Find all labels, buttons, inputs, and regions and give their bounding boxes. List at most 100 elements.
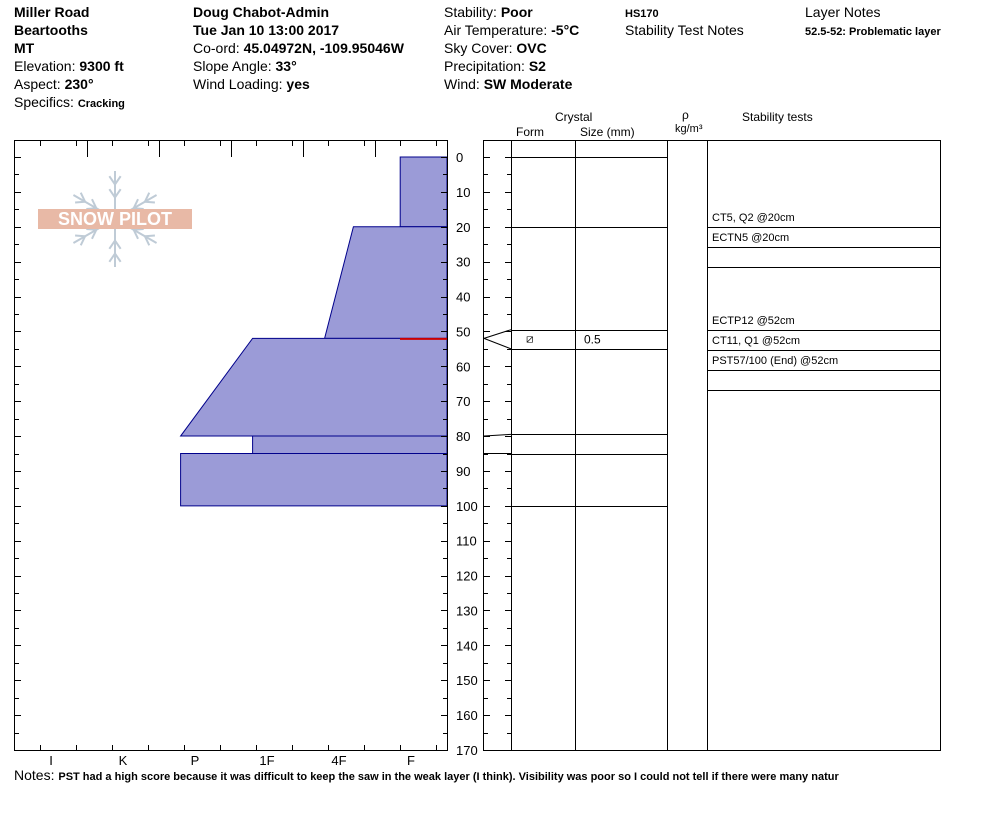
specifics-label: Specifics:	[14, 94, 78, 110]
snowflake-branch	[144, 192, 151, 203]
depth-label: 140	[456, 638, 478, 653]
stability-test: CT5, Q2 @20cm	[712, 212, 795, 224]
elevation-label: Elevation:	[14, 58, 80, 74]
hardness-label: I	[49, 753, 53, 768]
boundary-connector	[483, 337, 512, 350]
hardness-label: 1F	[259, 753, 274, 768]
boundary-connector	[483, 329, 512, 339]
hardness-layer	[179, 337, 448, 437]
snowpilot-logo: SNOW PILOT	[38, 171, 192, 267]
slope-angle: Slope Angle: 33°	[193, 57, 297, 75]
stability-test: PST57/100 (End) @52cm	[712, 355, 838, 367]
layer-notes-title: Layer Notes	[805, 4, 881, 20]
snowflake-branch	[86, 228, 97, 231]
stability-value: Poor	[500, 4, 533, 20]
snowflake-branch	[144, 200, 155, 204]
boundary-connector	[483, 433, 512, 437]
depth-label: 40	[456, 290, 470, 305]
slope-value: 33°	[275, 58, 297, 74]
depth-label: 90	[456, 464, 470, 479]
wind-label: Wind:	[444, 76, 484, 92]
observer: Doug Chabot-Admin	[193, 4, 330, 20]
snowflake-branch	[114, 240, 122, 250]
sky-value: OVC	[516, 40, 547, 56]
depth-label: 60	[456, 359, 470, 374]
depth-label: 100	[456, 499, 478, 514]
aspect: Aspect: 230°	[14, 75, 94, 93]
specifics-value: Cracking	[77, 98, 125, 110]
depth-label: 80	[456, 429, 470, 444]
depth-label: 160	[456, 708, 478, 723]
precip-label: Precipitation:	[444, 58, 529, 74]
crystal-size: 0.5	[584, 332, 601, 346]
snowflake-branch	[79, 235, 86, 246]
air-temp-label: Air Temperature:	[444, 22, 552, 38]
stability: Stability: Poor	[444, 3, 533, 21]
stability-label: Stability:	[444, 4, 501, 20]
stability-test: CT11, Q1 @52cm	[712, 335, 800, 347]
depth-label: 70	[456, 394, 470, 409]
snowflake-branch	[144, 235, 151, 246]
density-symbol: ρ	[682, 108, 689, 122]
stability-test: ECTP12 @52cm	[712, 315, 795, 327]
depth-label: 120	[456, 569, 478, 584]
wind-loading-value: yes	[286, 76, 310, 92]
notes-text: PST had a high score because it was diff…	[58, 771, 839, 783]
hardness-label: F	[407, 753, 415, 768]
snowflake-branch	[133, 207, 144, 210]
depth-label: 130	[456, 603, 478, 618]
location-name: Miller Road	[14, 4, 90, 20]
elevation-value: 9300 ft	[79, 58, 124, 74]
hardness-label: 4F	[331, 753, 346, 768]
form-header: Form	[516, 125, 544, 139]
depth-label: 110	[456, 534, 477, 549]
notes-label: Notes:	[14, 767, 55, 783]
stability-tests-header: Stability tests	[742, 110, 813, 124]
coord-label: Co-ord:	[193, 40, 244, 56]
hardness-frame	[14, 140, 448, 751]
elevation: Elevation: 9300 ft	[14, 57, 124, 75]
sky-label: Sky Cover:	[444, 40, 517, 56]
snow-height: HS170	[625, 8, 659, 20]
logo-text: SNOW PILOT	[58, 209, 172, 229]
specifics: Specifics: Cracking	[14, 93, 125, 113]
air-temperature: Air Temperature: -5°C	[444, 21, 579, 39]
aspect-label: Aspect:	[14, 76, 65, 92]
snowflake-branch	[114, 175, 122, 186]
density-unit: kg/m³	[675, 123, 703, 135]
wind: Wind: SW Moderate	[444, 75, 572, 93]
precipitation: Precipitation: S2	[444, 57, 546, 75]
depth-label: 20	[456, 220, 470, 235]
snowflake-branch	[132, 229, 139, 240]
depth-label: 150	[456, 673, 478, 688]
data-frame	[483, 140, 941, 751]
snowflake-branch	[75, 200, 86, 204]
size-header: Size (mm)	[580, 125, 635, 139]
snowflake-branch	[79, 192, 86, 203]
hardness-layer	[180, 453, 448, 507]
snowflake-branch	[114, 252, 122, 263]
air-temp-value: -5°C	[551, 22, 580, 38]
depth-label: 170	[456, 743, 478, 758]
snowflake-branch	[108, 188, 116, 198]
hardness-label: K	[119, 753, 128, 768]
notes: Notes: PST had a high score because it w…	[14, 766, 839, 786]
snowflake-branch	[75, 234, 86, 238]
snowflake-branch	[108, 175, 116, 186]
stability-test: ECTN5 @20cm	[712, 232, 789, 244]
snowflake-branch	[114, 188, 122, 198]
hardness-layer	[399, 156, 448, 228]
sky-cover: Sky Cover: OVC	[444, 39, 547, 57]
slope-label: Slope Angle:	[193, 58, 276, 74]
snowflake-branch	[132, 198, 139, 209]
snowflake-branch	[91, 229, 98, 240]
wind-loading-label: Wind Loading:	[193, 76, 287, 92]
hardness-layer	[323, 226, 448, 339]
depth-label: 10	[456, 185, 470, 200]
crystal-form-icon: ⧄	[526, 331, 534, 345]
snowflake-branch	[91, 198, 98, 209]
snowflake-branch	[144, 234, 155, 238]
wind-value: SW Moderate	[483, 76, 573, 92]
aspect-value: 230°	[64, 76, 94, 92]
